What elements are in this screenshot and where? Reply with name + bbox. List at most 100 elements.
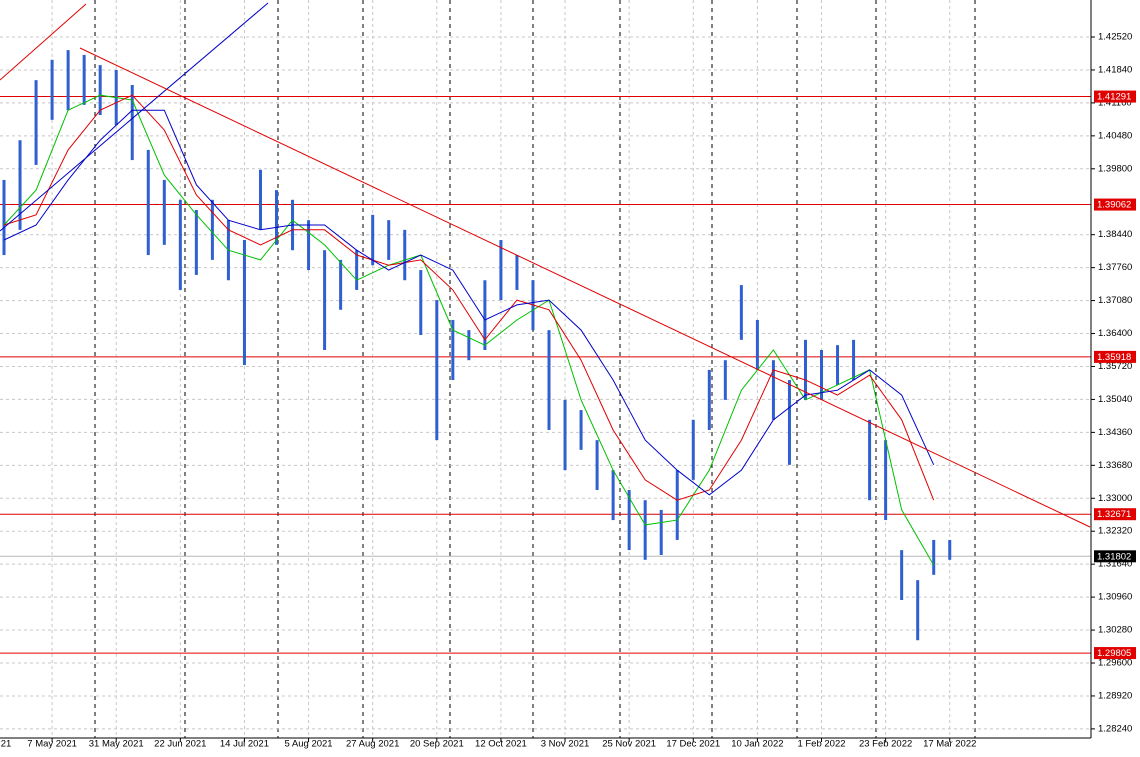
price-bar xyxy=(739,285,743,340)
y-tick-label: 1.41840 xyxy=(1098,64,1132,75)
price-bar xyxy=(419,270,423,335)
trend-lines xyxy=(0,2,1091,528)
x-tick-label: 10 Jan 2022 xyxy=(731,739,783,750)
price-bar xyxy=(563,399,567,471)
level-label: 1.39062 xyxy=(1097,200,1131,211)
price-bar xyxy=(130,84,134,161)
level-label-box xyxy=(1094,198,1136,211)
y-tick-label: 1.33000 xyxy=(1098,493,1132,504)
level-label: 1.32671 xyxy=(1097,509,1131,520)
level-label-box xyxy=(1094,90,1136,103)
x-tick-label: 12 Oct 2021 xyxy=(475,739,527,750)
price-bar xyxy=(579,410,583,450)
level-label-box xyxy=(1094,350,1136,363)
level-label: 1.35918 xyxy=(1097,352,1131,363)
price-bar xyxy=(884,440,888,521)
price-bar xyxy=(852,339,856,381)
x-tick-label: 17 Dec 2021 xyxy=(666,739,720,750)
price-bar xyxy=(643,500,647,560)
x-tick-label: 22 Jun 2021 xyxy=(154,739,206,750)
y-tick-label: 1.37760 xyxy=(1098,262,1132,273)
price-bar xyxy=(34,80,38,165)
price-bar xyxy=(547,330,551,430)
x-tick-label: 1 Feb 2022 xyxy=(797,739,845,750)
price-bar xyxy=(820,350,824,400)
x-tick-label: 3 Nov 2021 xyxy=(541,739,590,750)
price-bar xyxy=(836,345,840,385)
price-bar xyxy=(162,179,166,245)
price-bar xyxy=(355,250,359,290)
price-bar xyxy=(900,550,904,601)
x-tick-label: 20 Sep 2021 xyxy=(410,739,464,750)
y-tick-label: 1.38440 xyxy=(1098,229,1132,240)
price-bar xyxy=(50,59,54,120)
price-bar xyxy=(916,580,920,641)
level-label-box xyxy=(1094,647,1136,660)
price-bar xyxy=(627,490,631,551)
price-bar xyxy=(258,169,262,230)
price-bar xyxy=(82,54,86,105)
price-bar xyxy=(611,470,615,521)
axis-labels: 1.42520 1.41840 1.41160 1.40480 1.39800 1.384… xyxy=(1,32,1136,750)
y-tick-label: 1.28240 xyxy=(1098,723,1132,734)
x-tick-label: 14 Jul 2021 xyxy=(220,739,269,750)
current-price-label: 1.31802 xyxy=(1097,551,1131,562)
level-label: 1.29805 xyxy=(1097,648,1131,659)
y-tick-label: 1.39800 xyxy=(1098,163,1132,174)
y-tick-label: 1.31640 xyxy=(1098,559,1132,570)
price-bar xyxy=(403,229,407,281)
price-bar xyxy=(146,149,150,256)
y-tick-label: 1.41160 xyxy=(1098,97,1132,108)
price-bar xyxy=(932,539,936,575)
price-bar xyxy=(451,319,455,381)
price-bar xyxy=(755,319,759,370)
price-bar xyxy=(387,220,391,260)
price-bar xyxy=(948,539,952,560)
price-bar xyxy=(194,209,198,275)
level-label: 1.41291 xyxy=(1097,92,1131,103)
x-tick-label: 21 xyxy=(1,739,12,750)
price-bar xyxy=(467,330,471,361)
y-tick-label: 1.36400 xyxy=(1098,328,1132,339)
y-tick-label: 1.42520 xyxy=(1098,32,1132,43)
y-tick-label: 1.29600 xyxy=(1098,658,1132,669)
x-tick-label: 25 Nov 2021 xyxy=(602,739,656,750)
moving-average xyxy=(3,94,935,566)
price-bar xyxy=(98,65,102,116)
price-bar xyxy=(18,140,22,230)
y-tick-label: 1.32320 xyxy=(1098,526,1132,537)
price-bar xyxy=(771,360,775,420)
price-bar xyxy=(483,280,487,351)
x-tick-label: 23 Feb 2022 xyxy=(859,739,912,750)
price-bar xyxy=(868,419,872,501)
x-tick-label: 17 Mar 2022 xyxy=(923,739,976,750)
y-tick-label: 1.37080 xyxy=(1098,295,1132,306)
current-price-box xyxy=(1094,550,1136,563)
price-bar xyxy=(242,240,246,366)
price-bar xyxy=(659,509,663,555)
price-bar xyxy=(339,259,343,310)
y-tick-label: 1.40480 xyxy=(1098,130,1132,141)
x-tick-label: 7 May 2021 xyxy=(27,739,77,750)
y-tick-label: 1.30280 xyxy=(1098,625,1132,636)
price-axis-panel xyxy=(1091,0,1140,757)
level-label-box xyxy=(1094,508,1136,521)
price-bar xyxy=(515,255,519,290)
y-tick-label: 1.35040 xyxy=(1098,394,1132,405)
price-bar xyxy=(307,220,311,271)
y-tick-label: 1.35720 xyxy=(1098,361,1132,372)
price-bar xyxy=(691,419,695,480)
price-bar xyxy=(435,300,439,441)
moving-average xyxy=(3,109,935,496)
y-tick-label: 1.30960 xyxy=(1098,592,1132,603)
price-bar xyxy=(2,179,6,256)
x-tick-label: 31 May 2021 xyxy=(89,739,144,750)
price-bar xyxy=(675,470,679,540)
price-bar xyxy=(66,50,70,111)
y-tick-label: 1.28920 xyxy=(1098,690,1132,701)
price-bar xyxy=(499,240,503,301)
x-tick-label: 5 Aug 2021 xyxy=(285,739,333,750)
moving-average xyxy=(3,94,935,501)
